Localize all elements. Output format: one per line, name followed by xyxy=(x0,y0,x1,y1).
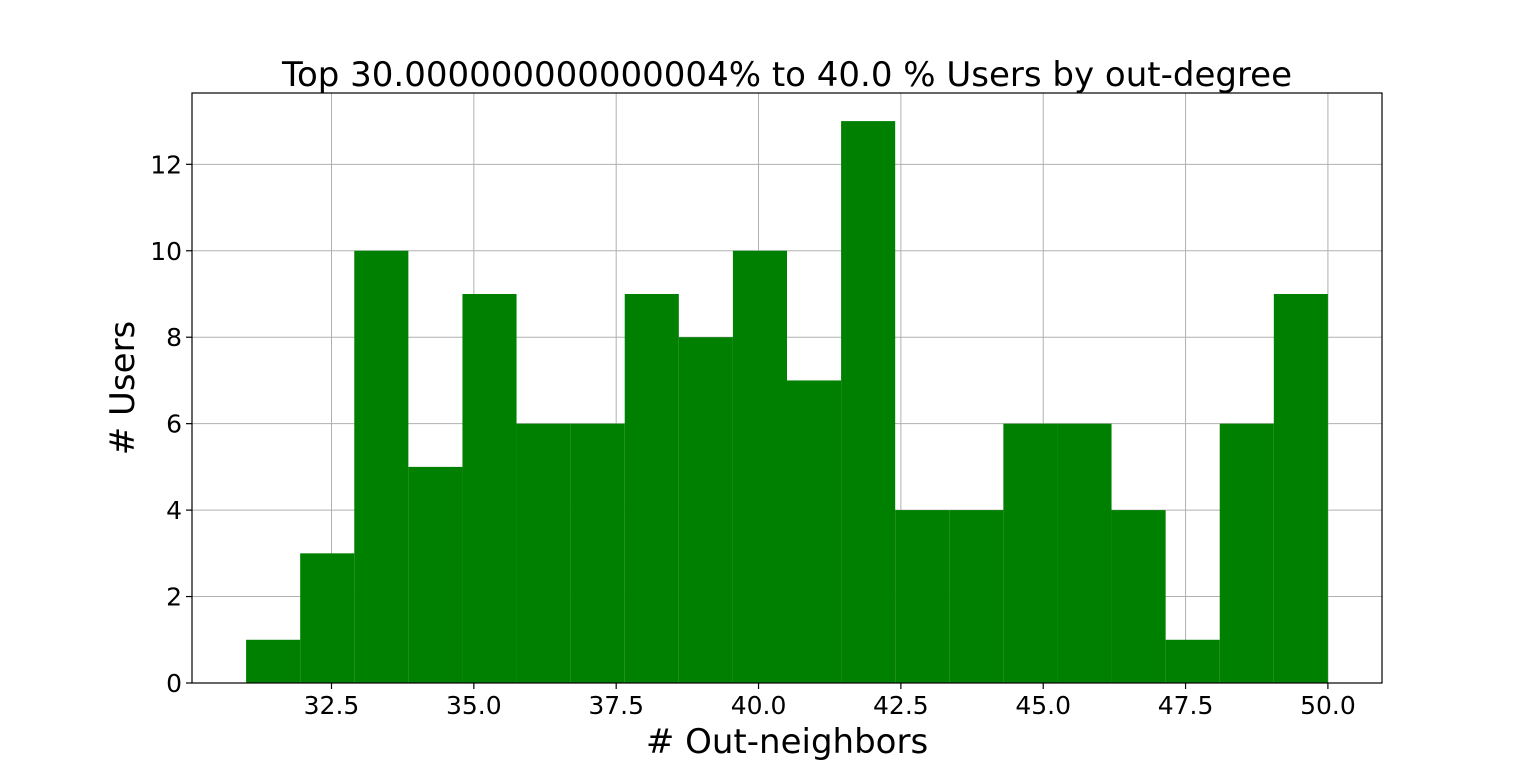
histogram-bar xyxy=(1273,293,1328,683)
x-tick-label: 32.5 xyxy=(304,691,360,720)
x-tick-label: 45.0 xyxy=(1015,691,1071,720)
x-axis-ticks: 32.5 35.0 37.5 40.0 42.5 45.0 47.5 50.0 xyxy=(304,683,1356,720)
histogram-bar xyxy=(949,510,1004,683)
histogram-bar xyxy=(354,250,409,683)
y-tick-label: 4 xyxy=(166,496,182,525)
histogram-bar xyxy=(300,553,355,683)
histogram-bar xyxy=(1111,510,1166,683)
y-tick-label: 8 xyxy=(166,323,182,352)
histogram-bar xyxy=(516,423,571,683)
histogram-bar xyxy=(1057,423,1112,683)
chart-title: Top 30.000000000000004% to 40.0 % Users … xyxy=(281,55,1292,95)
histogram-bar xyxy=(1219,423,1274,683)
histogram-bar xyxy=(678,337,733,683)
y-axis-label: # Users xyxy=(103,321,143,456)
histogram-bar xyxy=(787,380,842,683)
y-tick-label: 12 xyxy=(150,150,182,179)
histogram-bar xyxy=(1165,639,1220,683)
y-tick-label: 10 xyxy=(150,237,182,266)
histogram-bar xyxy=(246,639,301,683)
x-tick-label: 42.5 xyxy=(873,691,929,720)
histogram-bar xyxy=(570,423,625,683)
y-axis-ticks: 0 2 4 6 8 10 12 xyxy=(150,150,192,698)
histogram-bar xyxy=(895,510,950,683)
histogram-bars xyxy=(246,121,1328,684)
histogram-bar xyxy=(732,250,787,683)
y-tick-label: 2 xyxy=(166,583,182,612)
x-tick-label: 37.5 xyxy=(588,691,644,720)
x-tick-label: 50.0 xyxy=(1300,691,1356,720)
histogram-bar xyxy=(841,121,896,684)
x-tick-label: 35.0 xyxy=(446,691,502,720)
x-axis-label: # Out-neighbors xyxy=(646,722,928,762)
histogram-bar xyxy=(624,293,679,683)
x-tick-label: 40.0 xyxy=(731,691,787,720)
y-tick-label: 0 xyxy=(166,669,182,698)
x-tick-label: 47.5 xyxy=(1158,691,1214,720)
plot-frame xyxy=(191,92,1383,684)
histogram-bar xyxy=(408,466,463,683)
histogram-bar xyxy=(1003,423,1058,683)
histogram-bar xyxy=(462,293,517,683)
y-tick-label: 6 xyxy=(166,410,182,439)
